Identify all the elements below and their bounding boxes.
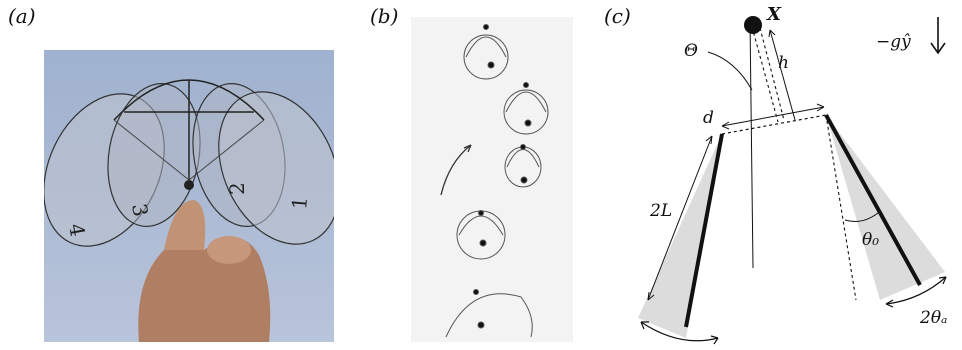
frame-2 — [503, 82, 549, 135]
wing-number: 3 — [127, 202, 153, 219]
h-dimension — [769, 29, 796, 121]
left-wing — [684, 133, 724, 328]
wing-number: 4 — [64, 222, 90, 239]
label-theta: Θ — [684, 41, 698, 61]
label-2l: 2L — [649, 201, 672, 221]
right-sweep-arc — [885, 276, 947, 305]
flight-sequence-illustration — [440, 24, 549, 338]
frame-1 — [463, 24, 509, 80]
label-gravity: −gŷ — [876, 32, 911, 52]
hand — [138, 237, 271, 342]
wing-1 — [218, 91, 334, 245]
label-2theta-a: 2θₐ — [919, 308, 947, 328]
vertical-reference — [749, 19, 754, 269]
trajectory-arrow — [440, 144, 472, 196]
left-sweep-arc — [640, 321, 719, 342]
right-wing-sweep-wedge — [826, 115, 945, 300]
flyer-photo-illustration: 4 3 2 1 — [44, 79, 334, 342]
panel-label-c: (c) — [604, 4, 631, 28]
label-theta0: θ₀ — [862, 230, 879, 250]
panel-label-b: (b) — [370, 4, 399, 28]
frame-4 — [456, 210, 506, 260]
label-x: X — [766, 4, 782, 25]
center-of-mass-point — [744, 16, 762, 34]
label-d: d — [703, 108, 714, 128]
wing-number: 1 — [287, 196, 312, 211]
flyer-schematic: X Θ h −gŷ d 2L θ₀ 2θₐ — [638, 4, 947, 345]
flyer-photo: 4 3 2 1 — [44, 50, 334, 342]
label-h: h — [778, 53, 789, 73]
right-wing — [824, 114, 922, 286]
wing-number: 2 — [225, 182, 249, 195]
panel-label-a: (a) — [8, 4, 36, 28]
left-wing-sweep-wedge — [638, 134, 722, 338]
frame-3 — [504, 144, 542, 188]
flight-sequence-photo — [411, 17, 573, 342]
d-dimension — [721, 106, 825, 127]
frame-5 — [445, 289, 533, 338]
length-dimension — [647, 135, 713, 301]
